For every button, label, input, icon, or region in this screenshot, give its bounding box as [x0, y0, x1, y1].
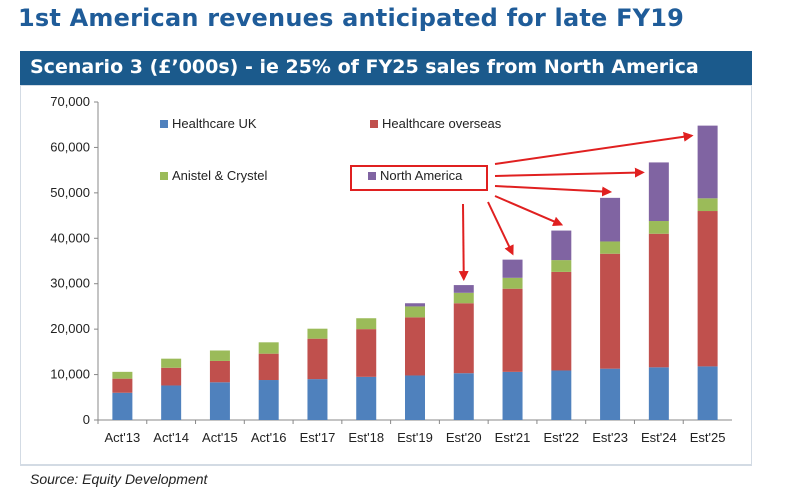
annotation-arrow [458, 203, 469, 282]
legend-swatch [160, 120, 168, 128]
y-tick-label: 0 [83, 412, 90, 427]
bar-segment [209, 382, 230, 420]
bar-segment [453, 373, 474, 420]
annotation-arrow [494, 185, 613, 197]
bar-segment [356, 318, 377, 330]
bar-segment [161, 385, 182, 420]
bar-segment [697, 366, 718, 420]
bar-segment [600, 368, 621, 420]
annotation-arrow [494, 195, 564, 226]
bar-segment [600, 253, 621, 369]
annotation-arrow [494, 131, 694, 165]
highlight-box [350, 165, 488, 191]
x-tick-label: Act'16 [251, 430, 287, 445]
bar-segment [453, 285, 474, 293]
bar-segment [551, 230, 572, 261]
legend-swatch [368, 172, 376, 180]
bar-segment [600, 197, 621, 242]
bar-segment [209, 350, 230, 361]
legend-label: Healthcare UK [172, 116, 257, 131]
bar-segment [551, 271, 572, 371]
x-tick-label: Est'20 [446, 430, 482, 445]
x-tick-label: Act'13 [105, 430, 141, 445]
bar-segment [405, 306, 425, 318]
bar-segment [697, 211, 718, 367]
bar-segment [648, 221, 669, 234]
bar-segment [453, 292, 474, 304]
y-tick-label: 50,000 [50, 185, 90, 200]
x-tick-label: Act'14 [153, 430, 189, 445]
bar-segment [209, 360, 230, 383]
x-tick-label: Est'25 [690, 430, 726, 445]
y-tick-label: 30,000 [50, 276, 90, 291]
x-tick-label: Act'15 [202, 430, 238, 445]
y-tick-label: 40,000 [50, 230, 90, 245]
x-tick-label: Est'19 [397, 430, 433, 445]
bar-segment [112, 371, 133, 379]
bar-segment [600, 241, 621, 254]
y-tick-label: 70,000 [50, 94, 90, 109]
bar-segment [307, 328, 328, 339]
legend-label: Anistel & Crystel [172, 168, 267, 183]
x-tick-label: Est'18 [348, 430, 384, 445]
y-tick-label: 10,000 [50, 367, 90, 382]
x-tick-label: Est'17 [300, 430, 336, 445]
x-tick-label: Est'24 [641, 430, 677, 445]
bar-segment [356, 376, 377, 420]
bar-segment [697, 198, 718, 212]
y-tick-label: 60,000 [50, 139, 90, 154]
bar-segment [405, 375, 425, 420]
bar-segment [405, 303, 425, 307]
page-title: 1st American revenues anticipated for la… [18, 4, 685, 32]
footer-divider [20, 465, 752, 466]
annotation-arrow [494, 167, 645, 178]
y-tick-label: 20,000 [50, 321, 90, 336]
bar-segment [258, 342, 279, 354]
bar-segment [502, 277, 523, 289]
bar-segment [307, 338, 328, 380]
legend-swatch [160, 172, 168, 180]
x-tick-label: Est'23 [592, 430, 628, 445]
bar-segment [648, 367, 669, 420]
bar-segment [648, 233, 669, 368]
legend-swatch [370, 120, 378, 128]
x-tick-label: Est'21 [495, 430, 531, 445]
bar-segment [453, 303, 474, 374]
legend-label: North America [380, 168, 463, 183]
source-note: Source: Equity Development [30, 471, 208, 487]
x-tick-label: Est'22 [543, 430, 579, 445]
annotation-arrow [487, 201, 514, 256]
bar-segment [502, 288, 523, 372]
bar-segment [161, 358, 182, 368]
scenario-banner: Scenario 3 (£’000s) - ie 25% of FY25 sal… [20, 51, 752, 85]
bar-segment [551, 370, 572, 420]
bar-segment [258, 380, 279, 420]
bar-segment [551, 260, 572, 272]
bar-segment [648, 162, 669, 222]
chart-frame [20, 85, 752, 465]
bar-segment [405, 317, 425, 376]
bar-segment [307, 379, 328, 420]
banner-text: Scenario 3 (£’000s) - ie 25% of FY25 sal… [30, 56, 699, 78]
bar-segment [356, 329, 377, 377]
bar-segment [502, 259, 523, 278]
bar-segment [502, 371, 523, 420]
bar-segment [112, 392, 133, 420]
bar-segment [112, 378, 133, 393]
bar-segment [161, 367, 182, 386]
bar-segment [697, 125, 718, 199]
bar-segment [258, 353, 279, 381]
legend-label: Healthcare overseas [382, 116, 502, 131]
